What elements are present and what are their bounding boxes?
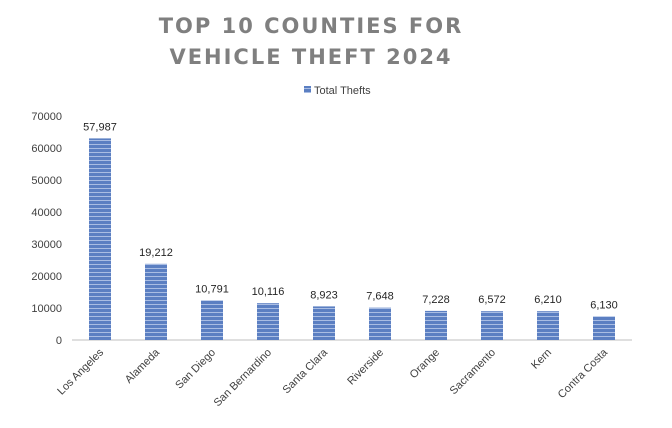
y-tick-label: 60000 <box>31 143 62 155</box>
data-labels: 57,987 19,212 10,791 10,116 8,923 7,648 7,228 6… <box>83 121 618 311</box>
data-label: 8,923 <box>310 289 338 301</box>
y-axis-ticks: 0 10000 20000 30000 40000 50000 60000 70000 <box>31 111 62 347</box>
y-tick-label: 10000 <box>31 303 62 315</box>
data-label: 6,130 <box>590 299 618 311</box>
y-tick-label: 70000 <box>31 111 62 123</box>
data-label: 6,572 <box>478 294 506 306</box>
bar <box>537 311 559 340</box>
bar <box>145 263 167 340</box>
category-label: Orange <box>408 347 442 381</box>
y-tick-label: 50000 <box>31 175 62 187</box>
data-label: 19,212 <box>139 247 173 259</box>
category-label: Santa Clara <box>281 346 331 396</box>
bar <box>201 300 223 340</box>
y-tick-label: 40000 <box>31 207 62 219</box>
category-label: Riverside <box>345 347 386 388</box>
bar <box>481 311 503 340</box>
category-label: Kern <box>529 347 554 372</box>
y-tick-label: 30000 <box>31 239 62 251</box>
data-label: 57,987 <box>83 121 117 133</box>
bar <box>369 307 391 340</box>
legend-label: Total Thefts <box>314 85 371 97</box>
category-label: San Bernardino <box>212 347 275 410</box>
bar <box>89 138 111 340</box>
data-label: 6,210 <box>534 294 562 306</box>
category-label: Contra Costa <box>556 346 611 401</box>
category-label: Los Angeles <box>55 346 106 397</box>
chart-title-line-2: VEHICLE THEFT 2024 <box>169 45 452 69</box>
data-label: 7,228 <box>422 294 450 306</box>
y-tick-label: 20000 <box>31 271 62 283</box>
chart-title-line-1: TOP 10 COUNTIES FOR <box>159 14 464 38</box>
bar <box>593 316 615 340</box>
data-label: 7,648 <box>366 291 394 303</box>
category-label: San Diego <box>173 347 218 392</box>
legend: Total Thefts <box>304 85 371 97</box>
category-label: Alameda <box>123 346 163 386</box>
data-label: 10,116 <box>252 286 285 298</box>
y-tick-label: 0 <box>56 335 62 347</box>
bars <box>89 138 615 340</box>
legend-swatch <box>304 86 311 93</box>
bar <box>425 310 447 340</box>
data-label: 10,791 <box>195 283 229 295</box>
bar <box>313 306 335 340</box>
category-label: Sacramento <box>448 347 498 397</box>
bar <box>257 303 279 340</box>
